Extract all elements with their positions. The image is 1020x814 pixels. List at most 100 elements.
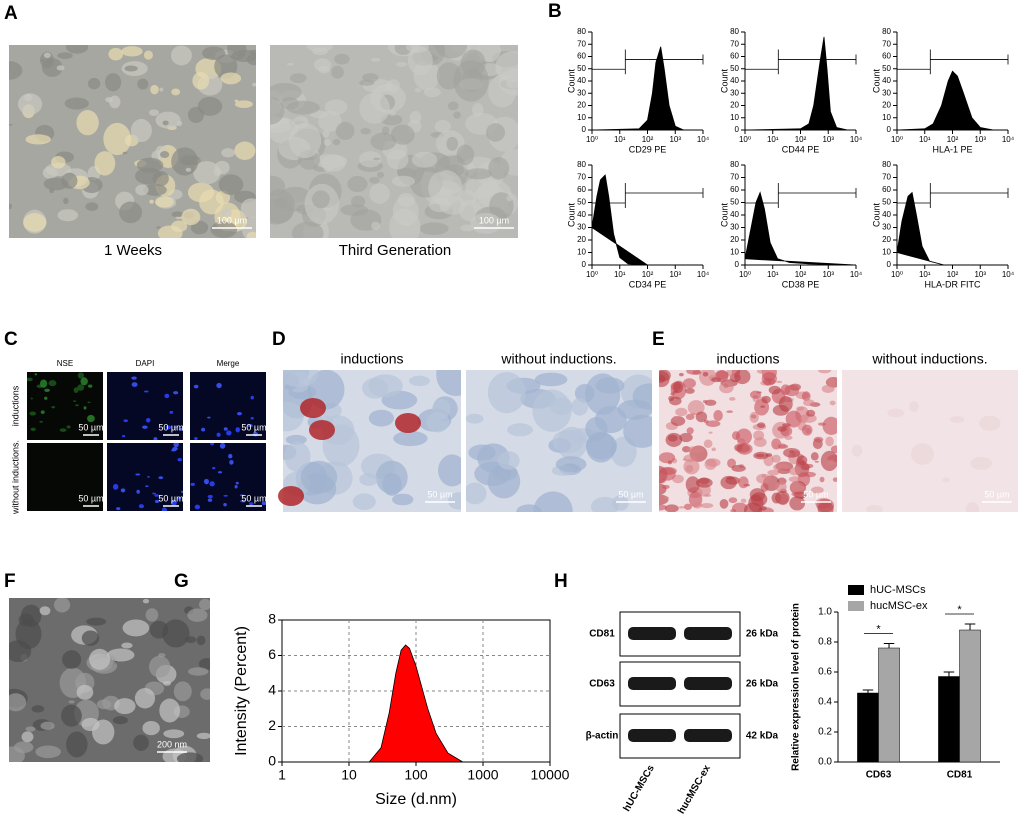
cell <box>716 370 729 380</box>
y-tick-label: 0 <box>582 125 587 134</box>
y-tick-label: 80 <box>882 27 891 36</box>
cell <box>702 400 708 403</box>
cell <box>370 57 381 62</box>
cell <box>124 65 138 72</box>
cell <box>177 457 182 462</box>
scale-bar-label: 50 µm <box>241 493 266 503</box>
cell <box>223 494 228 497</box>
cell <box>152 170 169 187</box>
cell <box>668 395 675 401</box>
cell <box>218 174 244 195</box>
y-tick-label: 80 <box>577 27 586 36</box>
x-axis-label: CD38 PE <box>782 279 820 289</box>
cell <box>942 477 950 483</box>
cell <box>359 472 379 486</box>
cell <box>170 499 177 506</box>
cell <box>154 499 160 503</box>
cell <box>447 492 461 510</box>
cell <box>80 377 88 386</box>
cell <box>391 175 416 187</box>
cell <box>105 96 114 103</box>
x-tick-label: 10³ <box>822 270 834 279</box>
cell <box>54 598 71 613</box>
cell <box>775 481 787 493</box>
scale-bar-label: 50 µm <box>158 422 183 432</box>
cell <box>830 445 837 454</box>
cell <box>801 424 813 436</box>
cell <box>382 472 402 496</box>
cell <box>51 156 66 169</box>
cell <box>719 381 734 394</box>
cell <box>112 716 128 725</box>
cell <box>286 62 294 66</box>
cell <box>250 416 254 420</box>
cell <box>104 73 122 92</box>
cell <box>663 496 670 500</box>
band-size: 42 kDa <box>746 731 779 742</box>
cell <box>43 52 51 58</box>
cell <box>822 416 837 435</box>
cell <box>678 372 684 377</box>
y-tick-label: 40 <box>730 210 739 219</box>
cell <box>73 400 77 402</box>
y-tick-label: 70 <box>882 39 891 48</box>
x-tick-label: 10⁰ <box>586 270 598 279</box>
cell <box>35 745 61 759</box>
cell <box>495 51 518 83</box>
cell <box>288 122 322 159</box>
cell <box>159 698 181 723</box>
cell <box>40 721 55 731</box>
cell <box>685 387 695 394</box>
cell <box>160 151 170 158</box>
blot-band <box>628 677 676 690</box>
cell <box>487 371 526 414</box>
cell <box>173 426 178 429</box>
cell <box>187 608 208 622</box>
cell <box>121 434 126 438</box>
cell <box>89 648 111 670</box>
cell <box>203 478 209 485</box>
x-tick-label: 10² <box>795 135 807 144</box>
cell <box>57 52 73 59</box>
y-tick-label: 1.0 <box>818 607 832 618</box>
column-header: inductions <box>716 351 779 367</box>
cell <box>170 45 192 66</box>
cell <box>789 482 805 491</box>
image-texture <box>27 372 95 432</box>
cell <box>39 420 44 423</box>
cell <box>506 195 513 202</box>
cell <box>235 481 239 485</box>
cell <box>411 151 438 168</box>
cell <box>458 189 477 207</box>
cell <box>96 699 112 710</box>
cell <box>708 431 713 434</box>
x-tick-label: CD81 <box>947 770 973 781</box>
cell <box>749 488 766 502</box>
x-tick-label: 10⁰ <box>891 270 903 279</box>
cell <box>119 201 143 224</box>
cell <box>148 109 159 116</box>
cell <box>360 127 371 135</box>
bar <box>857 692 879 763</box>
cell <box>63 197 69 205</box>
panel-letter: H <box>554 571 568 592</box>
cell <box>152 492 157 495</box>
legend-label: hUC-MSCs <box>870 584 926 596</box>
cell <box>659 452 676 464</box>
cell <box>672 390 679 394</box>
cell <box>176 752 204 762</box>
cell <box>571 398 589 416</box>
x-tick-label: CD63 <box>866 770 892 781</box>
cell <box>34 373 38 376</box>
cell <box>199 189 224 215</box>
cell <box>286 100 320 115</box>
cell <box>362 73 379 83</box>
cell <box>704 399 717 406</box>
y-tick-label: 10 <box>882 113 891 122</box>
cell <box>711 447 716 452</box>
cell <box>15 618 42 650</box>
cell <box>386 149 409 170</box>
image-texture <box>466 371 652 512</box>
cell <box>682 458 688 461</box>
x-tick-label: 10⁴ <box>1002 135 1015 144</box>
